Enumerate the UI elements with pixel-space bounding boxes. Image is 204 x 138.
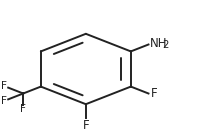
Text: F: F <box>20 104 26 114</box>
Text: F: F <box>1 81 7 91</box>
Text: F: F <box>83 119 89 132</box>
Text: F: F <box>1 96 7 106</box>
Text: NH: NH <box>150 37 167 50</box>
Text: F: F <box>151 87 157 100</box>
Text: 2: 2 <box>163 40 169 51</box>
